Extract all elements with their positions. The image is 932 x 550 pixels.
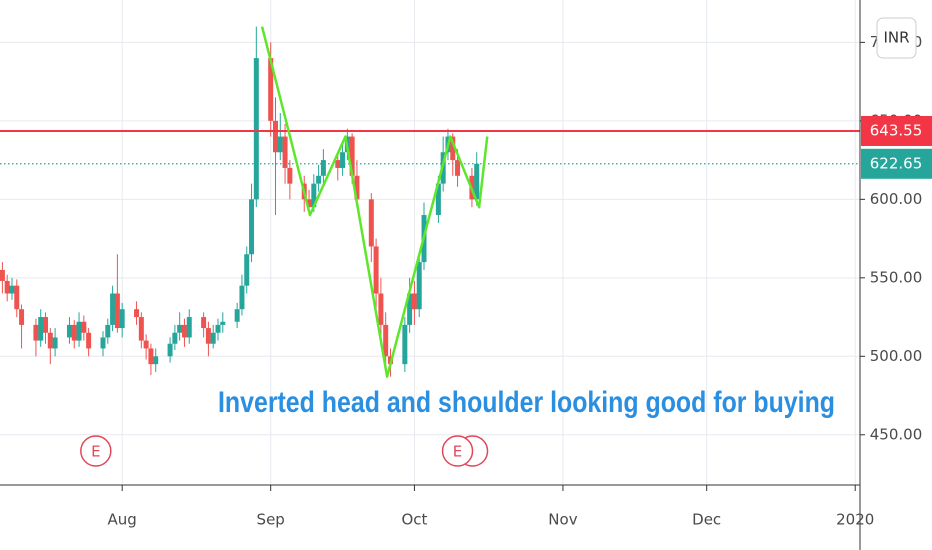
candle-body <box>407 293 413 325</box>
candle-body <box>201 317 207 329</box>
candle-body <box>100 337 106 349</box>
candle-body <box>205 328 211 344</box>
y-tick-label: 550.00 <box>870 268 923 286</box>
candle-body <box>52 337 58 349</box>
price-label-box <box>861 115 932 146</box>
candle-body <box>249 199 255 255</box>
candle-body <box>378 293 384 325</box>
candle-body <box>354 175 360 200</box>
candle-body <box>186 317 192 338</box>
candle-body <box>311 183 317 208</box>
candle-body <box>38 317 44 341</box>
annotation: Inverted head and shoulder looking good … <box>218 386 835 419</box>
candle-body <box>19 309 25 325</box>
candle-body <box>368 199 374 247</box>
candle-body <box>76 321 82 341</box>
x-tick-label: Nov <box>548 511 577 529</box>
x-tick-label: Oct <box>401 511 427 529</box>
price-label: 622.65 <box>870 154 923 172</box>
event-marker <box>441 435 474 467</box>
candle-body <box>215 324 221 333</box>
candle-body <box>234 309 240 322</box>
candle-body <box>110 293 116 325</box>
candle-body <box>143 340 149 349</box>
candle-body <box>316 175 322 184</box>
candle-body <box>105 324 111 338</box>
candle-body <box>287 167 293 184</box>
y-tick-label: 600.00 <box>870 190 923 208</box>
candle-body <box>277 136 283 153</box>
candle-body <box>172 332 178 344</box>
x-tick-label: Aug <box>108 511 137 529</box>
candle-body <box>411 293 417 310</box>
event-label: E <box>91 443 100 461</box>
currency-label[interactable]: INR <box>883 29 909 47</box>
candle-body <box>86 332 92 349</box>
candle-body <box>450 136 456 161</box>
candle-body <box>0 269 5 281</box>
candle-body <box>177 324 183 333</box>
candle-body <box>340 152 346 168</box>
candle-body <box>43 317 49 333</box>
candle-body <box>373 246 379 294</box>
candle-body <box>71 324 77 341</box>
candle-body <box>4 280 10 294</box>
candle-body <box>153 356 159 365</box>
candle-body <box>268 58 274 121</box>
candle-body <box>272 120 278 153</box>
candle-body <box>455 160 461 176</box>
x-tick-label: Sep <box>257 511 285 529</box>
candle-body <box>239 285 245 310</box>
plot-area: E E Inverted head and shoulder looking goo… <box>0 26 860 467</box>
candle-body <box>210 332 216 344</box>
candle-body <box>119 309 125 329</box>
candle-body <box>335 160 341 168</box>
candle-body <box>253 58 259 200</box>
x-tick-label: Dec <box>692 511 721 529</box>
candle-body <box>138 317 144 341</box>
candle-body <box>114 293 120 329</box>
candle-body <box>306 199 312 208</box>
currency-button[interactable] <box>876 17 917 59</box>
candle-body <box>435 183 441 216</box>
price-label: 643.55 <box>870 121 923 139</box>
pattern-line <box>260 26 489 378</box>
candle-body <box>47 332 53 349</box>
candle-body <box>148 348 154 365</box>
grid <box>0 0 860 485</box>
x-tick-label: 2020 <box>836 511 874 529</box>
candle-body <box>320 160 326 176</box>
event-label: E <box>453 443 462 461</box>
candle-body <box>14 285 20 310</box>
candle-body <box>220 321 226 325</box>
candle-body <box>81 321 87 333</box>
y-tick-label: 500.00 <box>870 347 923 365</box>
candle-body <box>282 136 288 168</box>
candle-body <box>383 324 389 357</box>
candle-body <box>244 254 250 286</box>
candle-body <box>33 324 39 341</box>
candle-body <box>66 324 72 338</box>
candle-body <box>134 309 140 318</box>
candle-body <box>349 136 355 176</box>
candle-body <box>402 324 408 365</box>
candle-body <box>167 343 173 357</box>
candle-body <box>181 324 187 338</box>
y-tick-label: 450.00 <box>870 425 923 443</box>
event-marker <box>80 435 112 467</box>
price-label-box <box>861 148 932 179</box>
candle-body <box>474 163 480 200</box>
candle-body <box>9 285 15 294</box>
candle-body <box>416 262 422 310</box>
